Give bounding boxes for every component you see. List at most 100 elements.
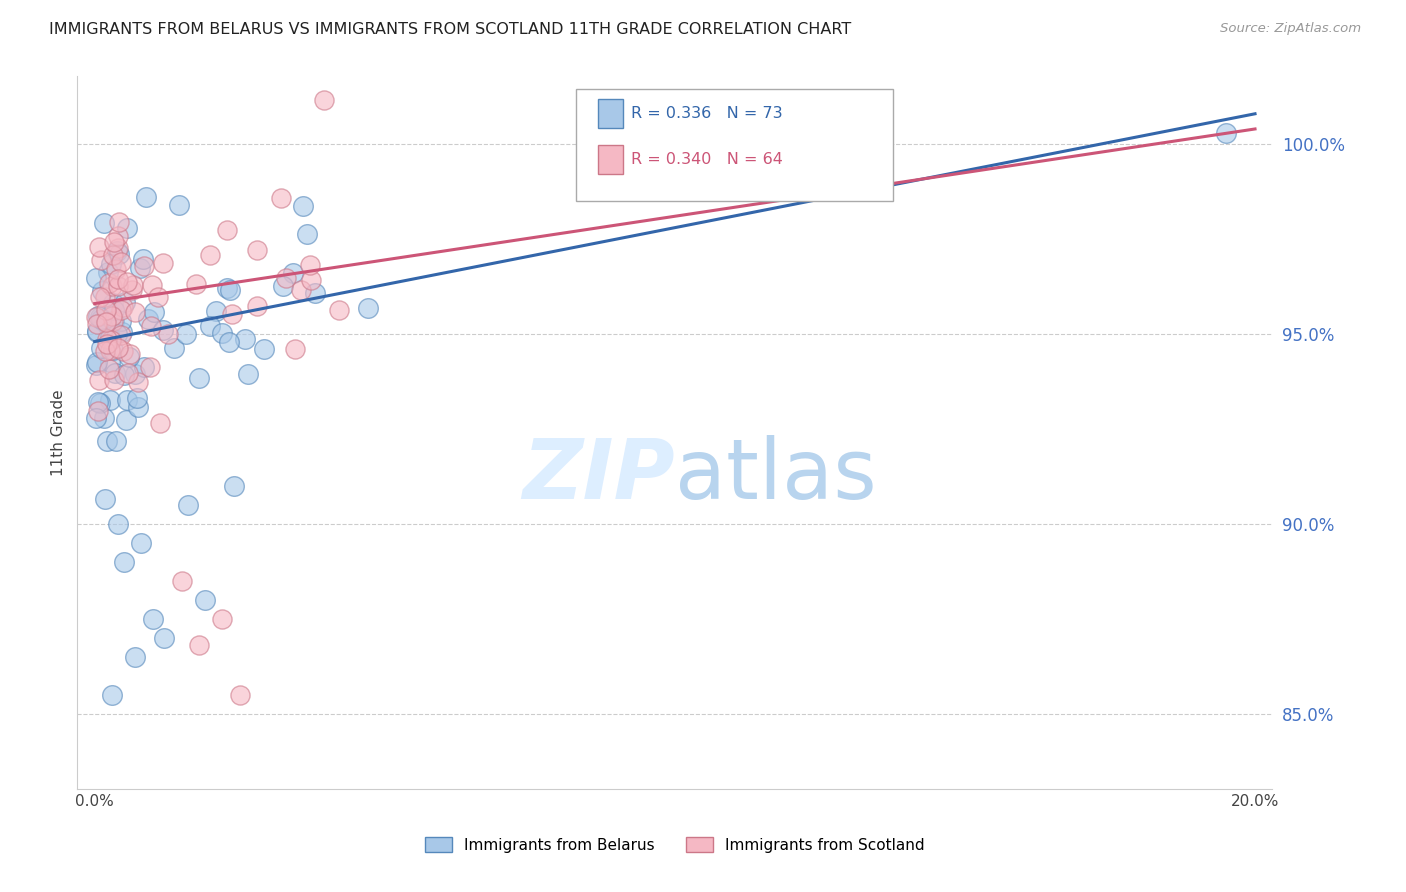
Point bbox=[98, 276, 121, 290]
Point bbox=[87, 310, 110, 324]
Point bbox=[115, 413, 138, 427]
Point bbox=[103, 296, 125, 310]
Point bbox=[174, 326, 197, 341]
Point bbox=[233, 332, 256, 346]
Point bbox=[284, 342, 307, 356]
Point bbox=[110, 314, 132, 328]
Point bbox=[139, 318, 162, 333]
Point bbox=[211, 612, 233, 626]
Point bbox=[222, 479, 245, 493]
Point bbox=[215, 281, 238, 295]
Point bbox=[149, 416, 172, 430]
Point bbox=[110, 302, 132, 317]
Point bbox=[93, 216, 115, 230]
Point bbox=[271, 279, 294, 293]
Point bbox=[93, 491, 115, 506]
Point bbox=[104, 261, 127, 276]
Point bbox=[91, 314, 114, 328]
Point bbox=[86, 411, 108, 425]
Point bbox=[115, 393, 138, 408]
Point bbox=[101, 688, 124, 702]
Point bbox=[107, 229, 129, 244]
Point bbox=[291, 199, 314, 213]
Point bbox=[100, 333, 122, 347]
Point bbox=[297, 227, 319, 241]
Point bbox=[194, 592, 217, 607]
Point bbox=[112, 368, 135, 382]
Point bbox=[90, 252, 112, 267]
Point bbox=[163, 341, 186, 355]
Point bbox=[98, 343, 121, 358]
Point bbox=[86, 325, 108, 339]
Point bbox=[105, 434, 128, 449]
Point bbox=[115, 220, 138, 235]
Point bbox=[97, 318, 120, 333]
Point bbox=[184, 277, 207, 292]
Point bbox=[103, 314, 125, 328]
Point bbox=[132, 252, 155, 267]
Point bbox=[124, 305, 146, 319]
Point bbox=[101, 314, 124, 328]
Point bbox=[328, 303, 350, 318]
Y-axis label: 11th Grade: 11th Grade bbox=[51, 389, 66, 476]
Point bbox=[100, 256, 122, 270]
Point bbox=[96, 336, 118, 351]
Point bbox=[101, 343, 124, 358]
Point bbox=[129, 535, 152, 549]
Point bbox=[135, 190, 157, 204]
Point bbox=[107, 516, 129, 531]
Point bbox=[211, 326, 233, 340]
Point bbox=[188, 371, 211, 385]
Point bbox=[142, 612, 165, 626]
Point bbox=[117, 276, 139, 290]
Point bbox=[105, 326, 128, 341]
Point bbox=[276, 271, 298, 285]
Text: Source: ZipAtlas.com: Source: ZipAtlas.com bbox=[1220, 22, 1361, 36]
Point bbox=[86, 355, 108, 369]
Point bbox=[198, 248, 221, 262]
Point bbox=[111, 300, 134, 314]
Point bbox=[111, 344, 134, 359]
Point bbox=[103, 235, 125, 250]
Point bbox=[86, 325, 108, 339]
Point bbox=[238, 368, 260, 382]
Point bbox=[127, 400, 149, 414]
Point bbox=[98, 330, 121, 344]
Point bbox=[118, 350, 141, 364]
Point bbox=[152, 255, 174, 269]
Text: atlas: atlas bbox=[675, 435, 876, 516]
Point bbox=[107, 244, 129, 258]
Point bbox=[87, 240, 110, 254]
Point bbox=[127, 375, 149, 389]
Point bbox=[117, 367, 139, 381]
Point bbox=[301, 273, 323, 287]
Point bbox=[103, 373, 125, 387]
Point bbox=[87, 394, 110, 409]
Point bbox=[129, 261, 152, 276]
Point bbox=[98, 361, 121, 376]
Point bbox=[167, 198, 190, 212]
Point bbox=[103, 303, 125, 318]
Point bbox=[198, 319, 221, 334]
Point bbox=[101, 309, 124, 323]
Point bbox=[110, 326, 132, 340]
Point bbox=[98, 392, 121, 407]
Point bbox=[89, 396, 111, 410]
Point bbox=[246, 243, 269, 257]
Point bbox=[89, 310, 111, 324]
Point bbox=[87, 373, 110, 387]
Point bbox=[312, 93, 335, 107]
Point bbox=[107, 341, 129, 355]
Point bbox=[120, 347, 142, 361]
Point bbox=[218, 335, 240, 350]
Point bbox=[124, 649, 146, 664]
Point bbox=[143, 305, 166, 319]
Point bbox=[114, 295, 136, 310]
Point bbox=[134, 360, 156, 375]
Point bbox=[219, 283, 242, 297]
Point bbox=[122, 278, 145, 293]
Point bbox=[229, 688, 252, 702]
Point bbox=[96, 332, 118, 346]
Point bbox=[121, 284, 143, 298]
Point bbox=[253, 343, 276, 357]
